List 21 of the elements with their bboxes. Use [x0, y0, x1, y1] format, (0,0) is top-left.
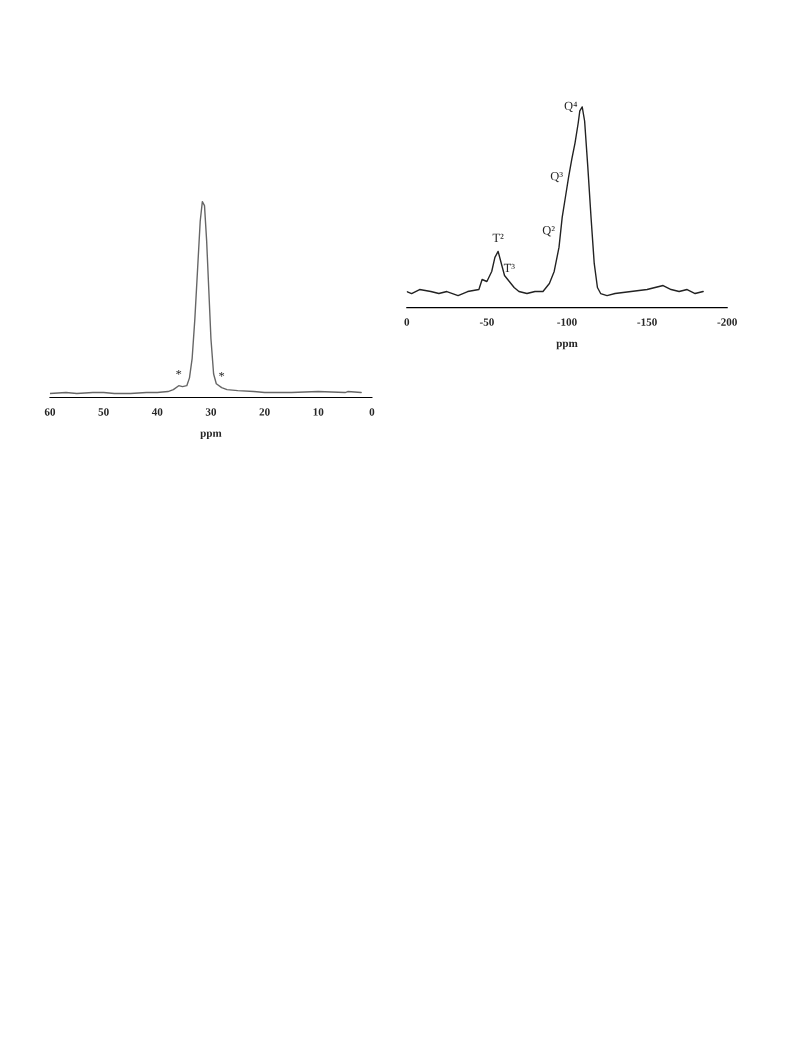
x-axis-title: ppm	[200, 431, 222, 440]
x-tick-label: -100	[557, 318, 577, 326]
x-tick-label: -150	[637, 318, 657, 326]
annotation: Q⁴	[564, 101, 578, 112]
annotation: Q³	[550, 171, 563, 183]
x-tick-label: 50	[98, 408, 109, 416]
x-tick-label: -50	[479, 318, 494, 326]
annotation: *	[176, 370, 182, 375]
x-tick-label: 60	[44, 408, 56, 416]
x-tick-label: -200	[717, 318, 737, 326]
annotation: T³	[503, 263, 515, 273]
x-tick-label: 20	[259, 408, 270, 416]
x-axis-title: ppm	[556, 341, 578, 350]
annotation: Q²	[542, 226, 555, 237]
x-tick-label: 10	[313, 408, 324, 416]
annotation: T²	[492, 233, 504, 242]
annotation: *	[219, 372, 225, 377]
x-tick-label: 40	[151, 408, 163, 416]
x-tick-label: 0	[404, 318, 410, 326]
x-tick-label: 0	[369, 408, 375, 416]
x-tick-label: 30	[205, 408, 217, 416]
